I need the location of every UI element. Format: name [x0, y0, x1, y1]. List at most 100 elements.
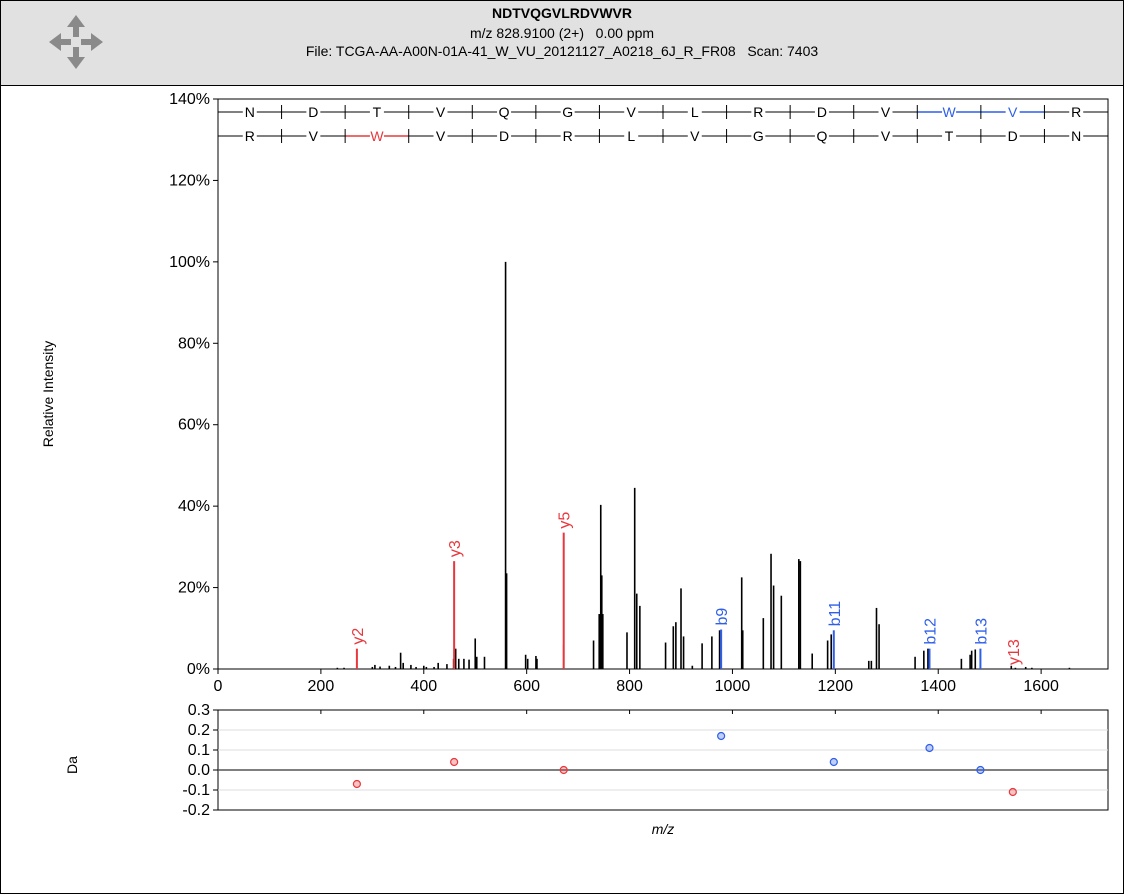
forward-ladder-residue-bg [878, 104, 893, 120]
fragment-label-b12: b12 [922, 618, 939, 645]
spectrum-header: NDTVQGVLRDVWVR m/z 828.9100 (2+) 0.00 pp… [1, 1, 1123, 86]
reverse-ladder-residue-bg [814, 128, 829, 144]
x-tick-label: 600 [513, 678, 540, 695]
reverse-ladder-residue: V [309, 128, 319, 144]
forward-ladder-residue: D [308, 104, 318, 120]
forward-ladder-residue: L [691, 104, 699, 120]
reverse-ladder-residue: W [370, 128, 384, 144]
fragment-label-y2: y2 [350, 628, 367, 645]
spectrum-chart: 0% 20% 40% 60% 80% 100% 120% 140% 0 200 400 600 800 1… [40, 91, 1109, 837]
forward-ladder-residue: W [942, 104, 956, 120]
forward-ladder-residue-bg [624, 104, 639, 120]
reverse-ladder-residue-bg [687, 128, 702, 144]
forward-ladder-residue: V [436, 104, 446, 120]
reverse-ladder-residue-bg [878, 128, 893, 144]
error-y-tick-label: 0.1 [188, 742, 210, 759]
reverse-ladder-residue: V [690, 128, 700, 144]
error-plot-border [217, 709, 1109, 811]
reverse-ladder-residue: D [499, 128, 509, 144]
plot-area-border [217, 98, 1109, 670]
forward-ladder-residue-bg [1005, 104, 1020, 120]
reverse-ladder-residue-bg [751, 128, 766, 144]
error-x-axis-title: m/z [652, 821, 675, 837]
x-tick-label: 1000 [715, 678, 751, 695]
x-tick-label: 1600 [1023, 678, 1059, 695]
reverse-ladder-residue-bg [242, 128, 257, 144]
error-point-b12 [925, 743, 934, 753]
reverse-ladder-residue-bg [560, 128, 575, 144]
forward-ladder-residue-bg [942, 104, 957, 120]
reverse-ladder-residue: R [563, 128, 573, 144]
error-point-b11 [829, 757, 838, 767]
reverse-ladder-residue-bg [624, 128, 639, 144]
x-tick-label: 0 [214, 678, 223, 695]
forward-ladder-residue: V [627, 104, 637, 120]
reverse-ladder-residue-bg [942, 128, 957, 144]
forward-ladder-residue: R [753, 104, 763, 120]
forward-ladder-residue-bg [306, 104, 321, 120]
error-y-tick-label: -0.1 [182, 782, 210, 799]
reverse-ladder-residue: V [881, 128, 891, 144]
reverse-ladder-residue-bg [1069, 128, 1084, 144]
precursor-info: m/z 828.9100 (2+) 0.00 ppm [1, 25, 1123, 41]
reverse-ladder-residue: T [945, 128, 954, 144]
forward-ladder-residue: Q [499, 104, 510, 120]
forward-ladder-residue-bg [242, 104, 257, 120]
move-arrows-icon[interactable] [45, 11, 107, 73]
error-y-tick-label: 0.2 [188, 722, 210, 739]
forward-ladder-residue: D [817, 104, 827, 120]
reverse-ladder-residue-bg [306, 128, 321, 144]
reverse-ladder-residue-bg [497, 128, 512, 144]
fragment-label-y5: y5 [557, 512, 574, 529]
forward-ladder-residue-bg [814, 104, 829, 120]
forward-ladder-residue-bg [433, 104, 448, 120]
reverse-ladder-residue-bg [433, 128, 448, 144]
error-y-axis-title: Da [64, 756, 80, 774]
fragment-label-b9: b9 [714, 608, 731, 626]
scan-number: Scan: 7403 [747, 43, 819, 59]
forward-ladder-residue: V [881, 104, 891, 120]
forward-ladder-residue-bg [497, 104, 512, 120]
forward-ladder-residue: R [1071, 104, 1081, 120]
fragment-label-y13: y13 [1006, 639, 1023, 665]
x-tick-label: 1400 [920, 678, 956, 695]
error-point-y13 [1008, 787, 1017, 797]
file-name: File: TCGA-AA-A00N-01A-41_W_VU_20121127_… [305, 43, 736, 59]
y-tick-label: 60% [178, 417, 210, 434]
error-y-tick-label: -0.2 [182, 802, 210, 819]
forward-ladder-residue: T [373, 104, 382, 120]
precursor-mz: m/z 828.9100 (2+) [469, 25, 584, 41]
y-tick-label: 80% [178, 335, 210, 352]
forward-ladder-residue-bg [687, 104, 702, 120]
y-tick-label: 100% [169, 254, 210, 271]
reverse-ladder-residue: G [753, 128, 764, 144]
error-point-b9 [717, 731, 726, 741]
peptide-sequence-title: NDTVQGVLRDVWVR [492, 5, 632, 21]
forward-ladder-residue-bg [1069, 104, 1084, 120]
reverse-ladder-residue: D [1008, 128, 1018, 144]
x-tick-label: 400 [410, 678, 437, 695]
reverse-ladder-residue: L [627, 128, 635, 144]
y-tick-label: 0% [187, 661, 210, 678]
error-y-tick-label: 0.3 [188, 702, 210, 719]
error-point-y3 [450, 757, 459, 767]
reverse-ladder-residue-bg [369, 128, 384, 144]
forward-ladder-residue: V [1008, 104, 1018, 120]
precursor-ppm: 0.00 ppm [595, 25, 655, 41]
x-tick-label: 200 [308, 678, 335, 695]
reverse-ladder-residue-bg [1005, 128, 1020, 144]
y-tick-label: 120% [169, 172, 210, 189]
error-point-y5 [559, 765, 568, 775]
file-info: File: TCGA-AA-A00N-01A-41_W_VU_20121127_… [1, 43, 1123, 59]
fragment-label-b13: b13 [973, 618, 990, 645]
y-tick-label: 140% [169, 91, 210, 108]
fragment-label-y3: y3 [447, 540, 464, 557]
y-tick-label: 40% [178, 498, 210, 515]
y-tick-label: 20% [178, 580, 210, 597]
forward-ladder-residue-bg [560, 104, 575, 120]
reverse-ladder-residue: V [436, 128, 446, 144]
forward-ladder-residue: N [245, 104, 255, 120]
fragment-label-b11: b11 [827, 601, 844, 627]
forward-ladder-residue-bg [751, 104, 766, 120]
